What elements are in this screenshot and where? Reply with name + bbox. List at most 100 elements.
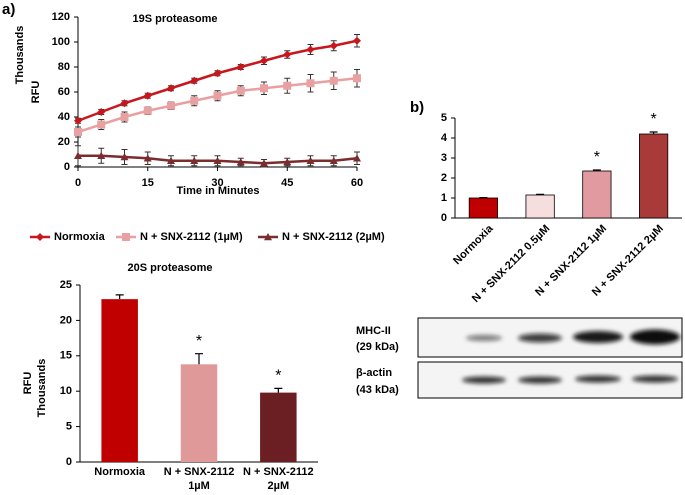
x-tick-label: N + SNX-2112: [243, 466, 314, 478]
significance-mark: *: [196, 333, 202, 350]
legend-label: N + SNX-2112 (1µM): [140, 231, 243, 243]
x-tick-label: 60: [351, 177, 363, 189]
x-tick-label: 15: [142, 177, 154, 189]
marker: [213, 156, 222, 164]
marker: [120, 99, 129, 108]
y-tick-label: 80: [58, 61, 70, 73]
marker: [260, 159, 268, 167]
marker: [213, 91, 222, 100]
blot-band: [466, 335, 502, 341]
y-tick-label: 4: [441, 132, 448, 144]
marker: [329, 41, 338, 50]
y-tick-label: 20: [58, 136, 70, 148]
x-tick-label: 0: [75, 177, 81, 189]
x-tick-label: 45: [281, 177, 293, 189]
blot-label: (43 kDa): [356, 384, 399, 396]
y-tick-label: 5: [66, 421, 72, 433]
marker: [190, 156, 199, 164]
x-tick-label: 30: [211, 177, 223, 189]
chart-title: 19S proteasome: [133, 13, 218, 25]
marker: [236, 63, 245, 71]
y-tick-label: 0: [441, 212, 447, 224]
marker: [74, 128, 82, 136]
marker: [167, 156, 175, 164]
marker: [236, 86, 245, 95]
marker: [283, 50, 292, 59]
x-tick-label: Normoxia: [94, 466, 146, 478]
marker: [213, 69, 222, 78]
y-tick-label: 100: [52, 36, 70, 48]
y-axis-unit: Thousands: [14, 26, 26, 85]
blot-band: [630, 329, 680, 345]
marker: [143, 91, 152, 100]
marker: [74, 151, 82, 159]
marker: [97, 108, 106, 116]
significance-mark: *: [275, 368, 281, 385]
y-tick-label: 120: [52, 11, 70, 23]
error-bar: [115, 294, 124, 300]
marker: [97, 120, 106, 129]
marker: [283, 81, 292, 90]
blot-band: [518, 333, 562, 343]
series-line: [77, 39, 358, 122]
marker: [120, 153, 129, 161]
y-axis-label: RFU: [22, 372, 34, 395]
y-axis-label: RFU: [30, 81, 42, 104]
bar: [468, 197, 498, 219]
panel-label: b): [410, 99, 424, 116]
x-tick-label: 1µM: [188, 480, 210, 492]
bar: [260, 392, 297, 462]
significance-mark: *: [651, 111, 657, 128]
marker: [353, 74, 361, 83]
marker: [143, 154, 152, 162]
marker: [264, 233, 272, 241]
marker: [167, 101, 175, 110]
y-tick-label: 25: [60, 279, 72, 291]
legend-label: N + SNX-2112 (2µM): [282, 231, 385, 243]
marker: [74, 116, 82, 125]
marker: [353, 36, 361, 45]
bar: [525, 194, 555, 219]
marker: [120, 113, 129, 121]
y-tick-label: 10: [60, 385, 72, 397]
x-tick-label: Normoxia: [451, 222, 496, 267]
y-tick-label: 1: [441, 192, 447, 204]
significance-mark: *: [594, 149, 600, 166]
error-bar: [649, 131, 658, 134]
blot-label: MHC-II: [356, 325, 391, 337]
y-tick-label: 3: [441, 152, 447, 164]
blot-band: [462, 376, 506, 384]
marker: [190, 96, 199, 105]
marker: [190, 76, 199, 85]
bar: [582, 170, 612, 219]
western-blot: MHC-II (29 kDa) β-actin (43 kDa): [356, 317, 683, 399]
y-tick-label: 0: [64, 161, 70, 173]
marker: [143, 106, 152, 115]
x-axis-label: Time in Minutes: [177, 185, 260, 197]
marker: [260, 84, 268, 93]
marker: [353, 154, 361, 162]
bar: [101, 299, 138, 462]
marker: [260, 56, 268, 65]
marker: [122, 233, 130, 241]
error-bar: [274, 387, 283, 393]
blot-label: β-actin: [356, 367, 392, 379]
panel-label: a): [2, 1, 15, 18]
bar: [180, 364, 218, 462]
chart-title: 20S proteasome: [128, 262, 213, 274]
legend-label: Normoxia: [54, 231, 106, 243]
marker: [167, 84, 175, 93]
y-tick-label: 60: [58, 86, 70, 98]
marker: [97, 151, 106, 159]
y-tick-label: 5: [441, 112, 447, 124]
marker: [329, 156, 338, 164]
x-tick-label: N + SNX-2112: [164, 466, 235, 478]
error-bar: [536, 193, 545, 195]
bar: [639, 133, 669, 219]
y-tick-label: 2: [441, 172, 447, 184]
blot-band: [575, 375, 621, 383]
marker: [36, 233, 44, 241]
marker: [306, 79, 315, 88]
blot-band: [518, 376, 562, 384]
